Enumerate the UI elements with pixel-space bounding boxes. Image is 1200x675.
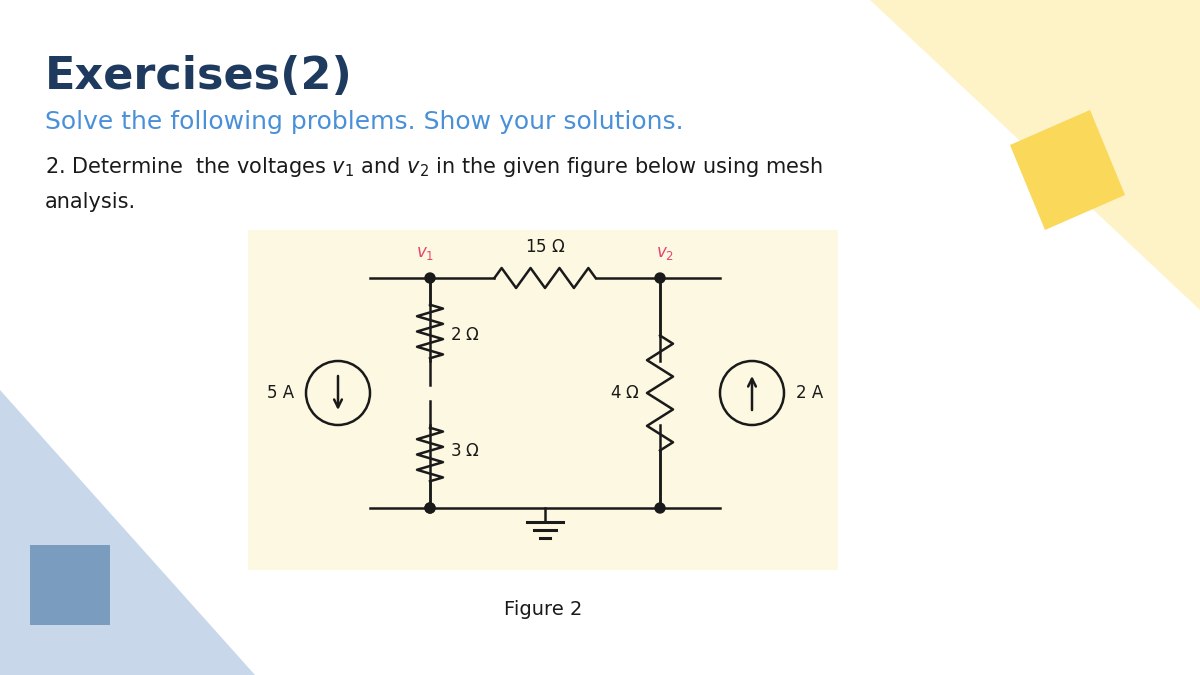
Text: $\it{v}_2$: $\it{v}_2$ (656, 244, 674, 262)
Text: 2 A: 2 A (796, 384, 823, 402)
Text: 3 $\Omega$: 3 $\Omega$ (450, 441, 480, 460)
FancyBboxPatch shape (248, 230, 838, 570)
Circle shape (425, 503, 436, 513)
Text: Exercises(2): Exercises(2) (46, 55, 353, 98)
Polygon shape (30, 545, 110, 625)
Text: Figure 2: Figure 2 (504, 600, 582, 619)
Circle shape (655, 273, 665, 283)
Polygon shape (1010, 110, 1126, 230)
Circle shape (425, 503, 436, 513)
Polygon shape (0, 390, 256, 675)
Text: 4 $\Omega$: 4 $\Omega$ (610, 384, 640, 402)
Circle shape (655, 503, 665, 513)
Text: $\it{v}_1$: $\it{v}_1$ (416, 244, 434, 262)
Text: 15 $\Omega$: 15 $\Omega$ (524, 238, 565, 256)
Text: 2. Determine  the voltages $\it{v}_1$ and $\it{v}_2$ in the given figure below u: 2. Determine the voltages $\it{v}_1$ and… (46, 155, 823, 179)
Circle shape (425, 273, 436, 283)
Polygon shape (870, 0, 1200, 310)
Text: Solve the following problems. Show your solutions.: Solve the following problems. Show your … (46, 110, 684, 134)
Text: 5 A: 5 A (266, 384, 294, 402)
Text: analysis.: analysis. (46, 192, 136, 212)
Text: 2 $\Omega$: 2 $\Omega$ (450, 327, 480, 344)
